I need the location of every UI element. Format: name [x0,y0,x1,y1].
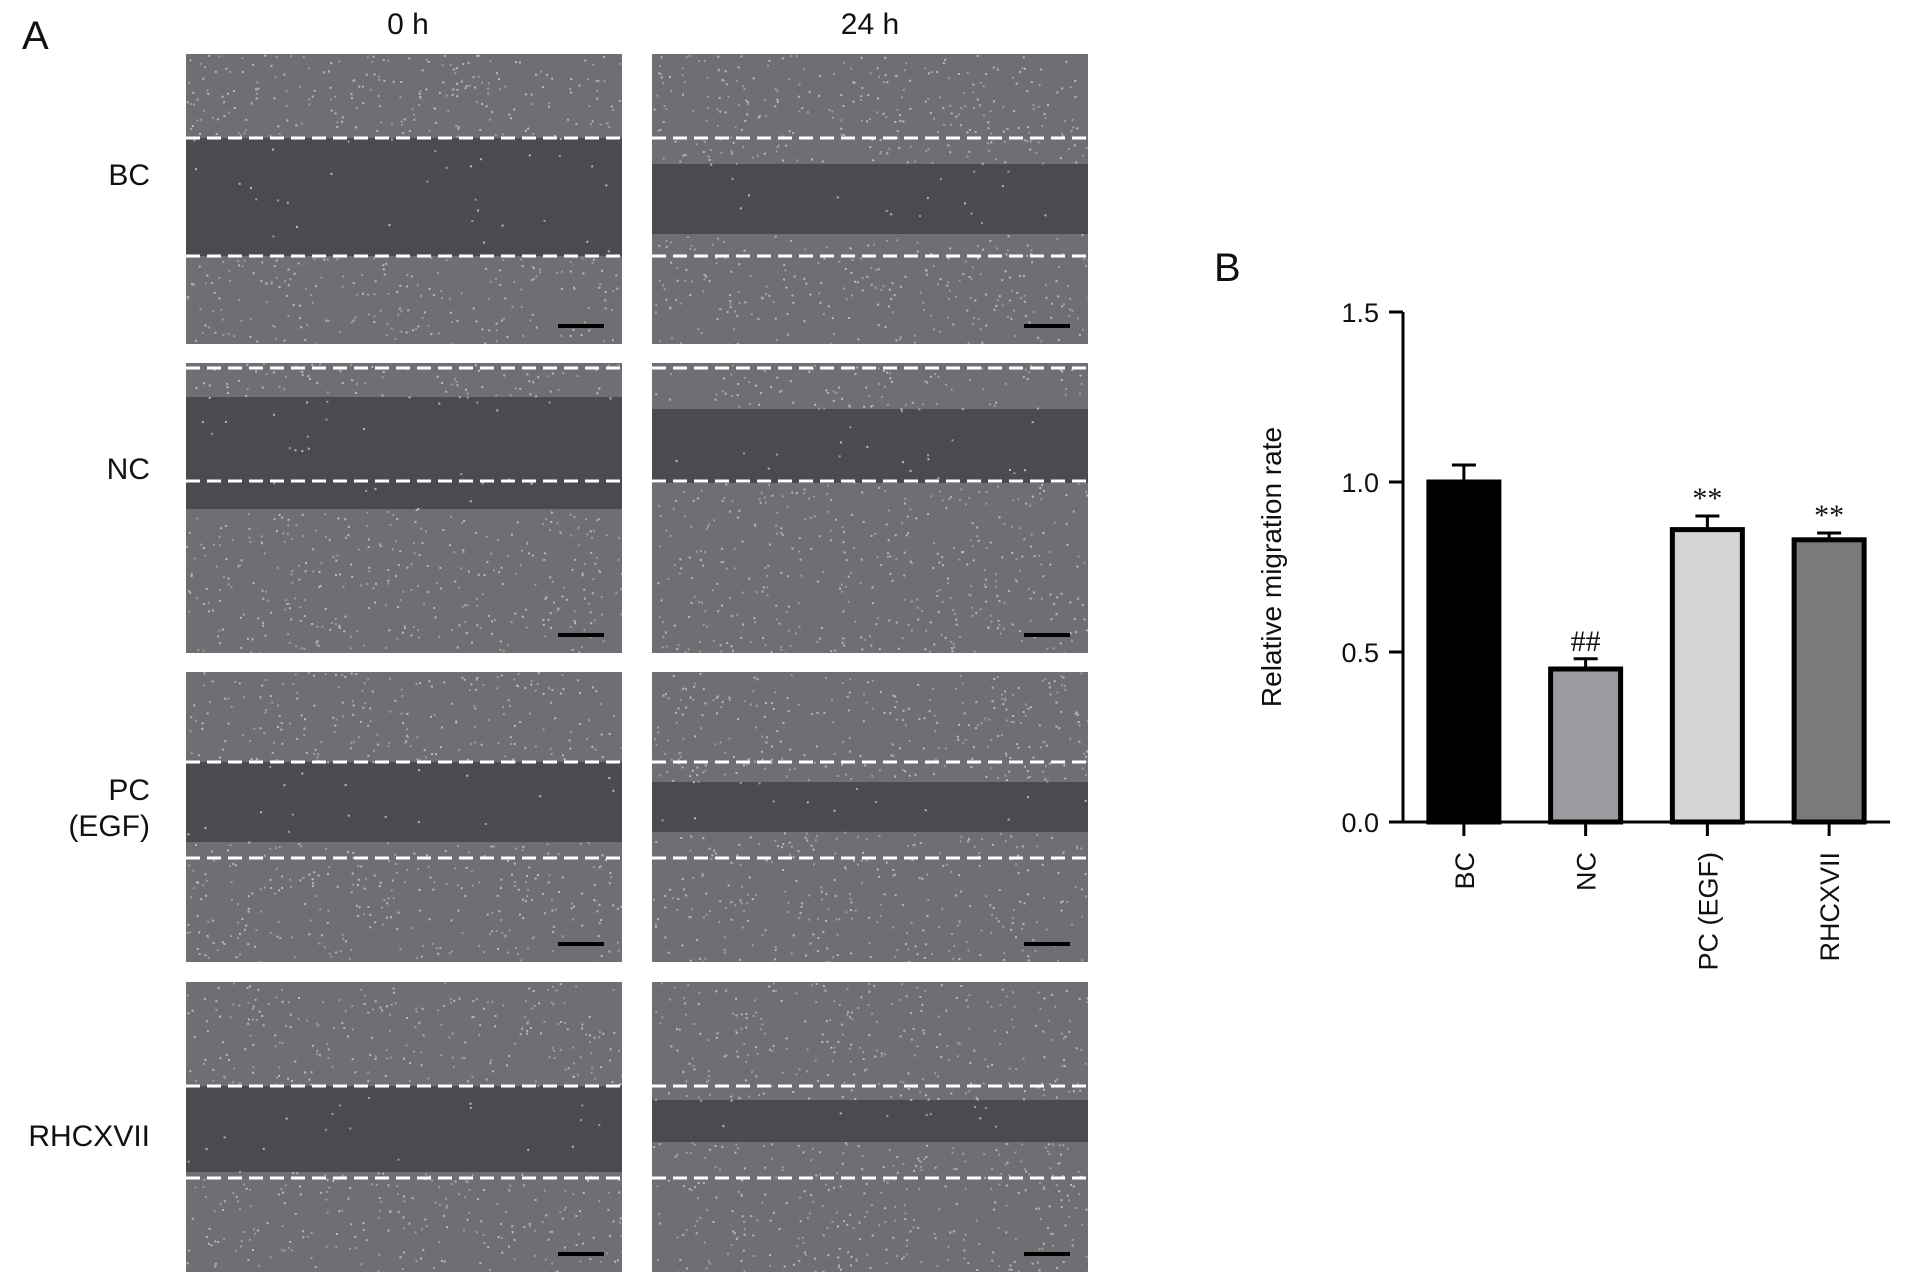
scale-bar [1024,1252,1070,1256]
x-tick-label: RHCXVII [1815,852,1845,962]
scale-bar [558,1252,604,1256]
significance-label: ## [1571,625,1601,658]
micrograph-nc-0h-image [186,363,622,653]
scale-bar [558,942,604,946]
panel-b-label: B [1214,246,1241,290]
bar [1791,537,1867,825]
bar [1669,527,1745,825]
micrograph-bc-24h-image [652,54,1088,344]
bar [1548,666,1624,825]
y-tick-label: 1.0 [1341,468,1379,498]
y-tick-label: 0.0 [1341,808,1379,838]
significance-label: ** [1692,482,1722,515]
row-label-nc: NC [106,453,150,486]
significance-label: ** [1814,499,1844,532]
scale-bar [558,324,604,328]
row-label-bc: BC [108,159,150,192]
row-label-pc-egf: PC (EGF) [68,774,150,843]
micrograph-bc-0h [186,54,622,344]
y-tick-label: 1.5 [1341,298,1379,328]
micrograph-pc-egf-0h [186,672,622,962]
column-header-0h: 0 h [387,8,429,41]
micrograph-rhcxvii-24h [652,982,1088,1272]
panel-a-label: A [22,14,49,58]
y-axis-title: Relative migration rate [1256,427,1287,707]
micrograph-pc-egf-24h [652,672,1088,962]
micrograph-pc-egf-0h-image [186,672,622,962]
scale-bar [1024,633,1070,637]
micrograph-rhcxvii-0h-image [186,982,622,1272]
micrograph-rhcxvii-0h [186,982,622,1272]
micrograph-bc-24h [652,54,1088,344]
column-header-24h: 24 h [840,8,900,41]
micrograph-nc-24h [652,363,1088,653]
y-tick-label: 0.5 [1341,638,1379,668]
micrograph-bc-0h-image [186,54,622,344]
x-tick-label: BC [1450,852,1480,890]
micrograph-pc-egf-24h-image [652,672,1088,962]
bar-chart: 0.0 0.5 1.0 1.5 Relative migration rate BC ## N… [1256,298,1890,971]
x-tick-label: PC (EGF) [1693,852,1723,971]
micrograph-nc-24h-image [652,363,1088,653]
scale-bar [558,633,604,637]
bar [1426,479,1502,825]
scale-bar [1024,324,1070,328]
micrograph-nc-0h [186,363,622,653]
row-label-rhcxvii: RHCXVII [28,1120,150,1153]
micrograph-rhcxvii-24h-image [652,982,1088,1272]
x-tick-label: NC [1572,852,1602,891]
scale-bar [1024,942,1070,946]
